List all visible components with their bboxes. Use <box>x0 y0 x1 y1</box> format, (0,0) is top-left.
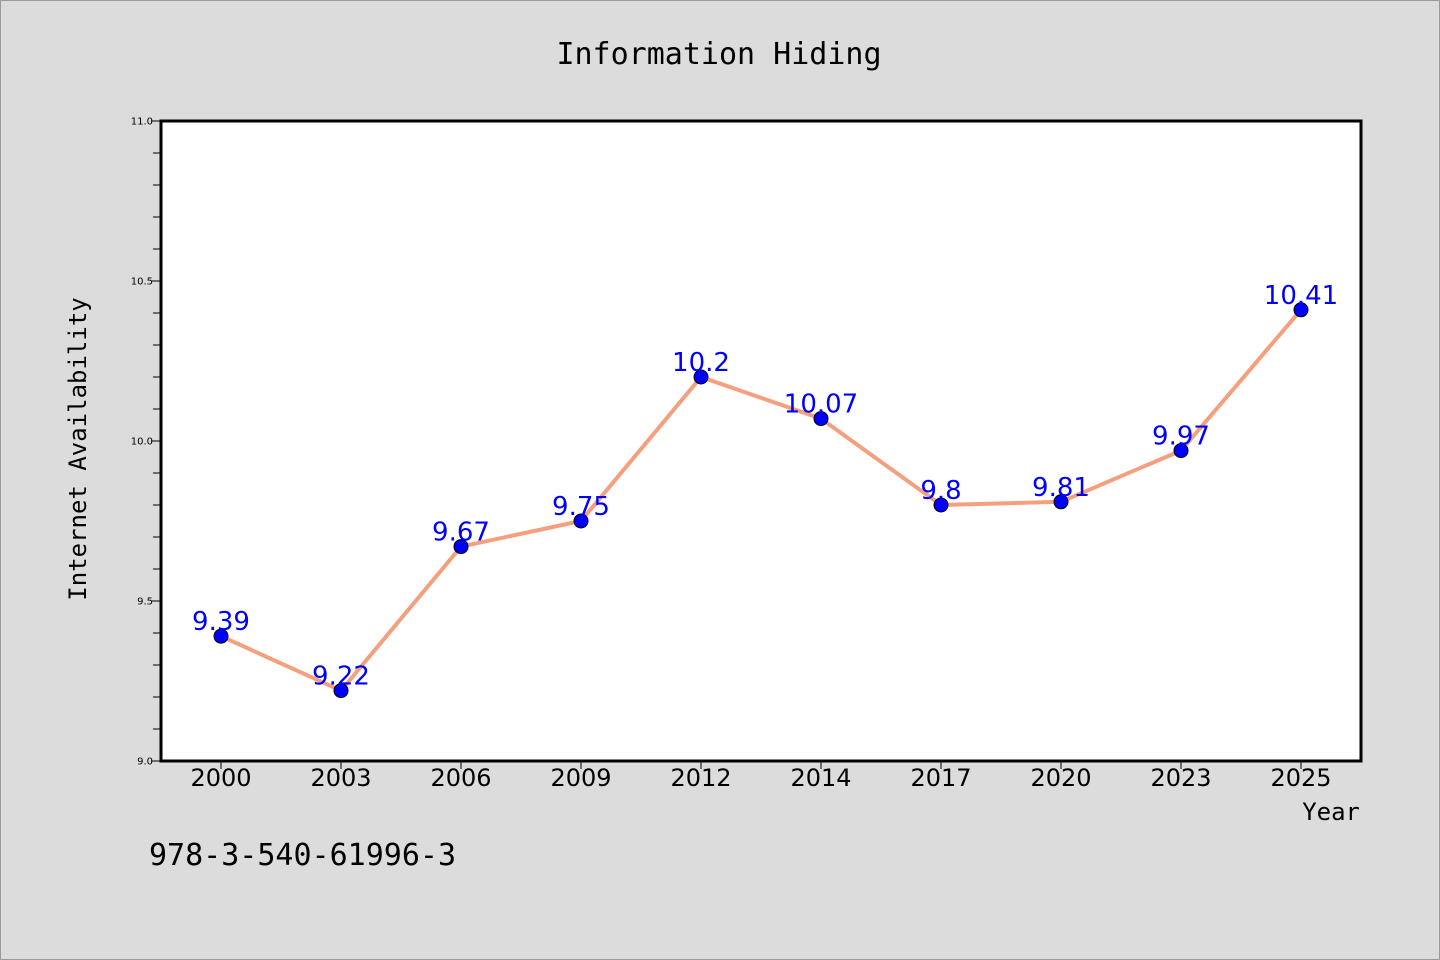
data-point <box>1293 302 1309 318</box>
data-point <box>213 628 229 644</box>
y-tick-label: 10.5 <box>131 277 153 288</box>
data-point <box>693 369 709 385</box>
x-tick-label: 2003 <box>310 764 371 792</box>
x-tick-label: 2023 <box>1150 764 1211 792</box>
data-label: 9.67 <box>432 518 490 548</box>
data-point <box>573 513 589 529</box>
x-tick-label: 2000 <box>190 764 251 792</box>
plot-frame <box>159 119 1363 763</box>
data-label: 9.81 <box>1032 473 1090 503</box>
y-tick-label: 11.0 <box>131 117 153 128</box>
data-label: 9.97 <box>1152 422 1210 452</box>
data-label: 9.75 <box>552 492 610 522</box>
data-label: 10.07 <box>784 390 858 420</box>
x-tick-label: 2017 <box>910 764 971 792</box>
data-point <box>333 683 349 699</box>
data-point <box>1173 443 1189 459</box>
series-group: 9.39 9.22 9.67 9.75 10.2 10.07 9.8 9.81 9.97 10.4… <box>192 281 1338 699</box>
data-label: 9.22 <box>312 662 370 692</box>
x-axis-ticks: 2000 2003 2006 2009 2012 2014 2017 2020 2023 2025 <box>190 761 1332 792</box>
data-point <box>1053 494 1069 510</box>
y-axis-label: Internet Availability <box>64 297 92 600</box>
y-tick-label: 9.0 <box>137 757 153 768</box>
x-tick-label: 2006 <box>430 764 491 792</box>
data-label: 9.39 <box>192 607 250 637</box>
plot-area <box>161 121 1361 761</box>
y-tick-label: 9.5 <box>137 597 153 608</box>
x-tick-label: 2009 <box>550 764 611 792</box>
x-tick-label: 2020 <box>1030 764 1091 792</box>
y-tick-label: 10.0 <box>131 437 153 448</box>
x-tick-label: 2012 <box>670 764 731 792</box>
data-point <box>933 497 949 513</box>
data-point <box>813 411 829 427</box>
x-tick-label: 2025 <box>1270 764 1331 792</box>
x-axis-label: Year <box>1302 798 1360 826</box>
data-label: 10.2 <box>672 348 730 378</box>
data-point <box>453 539 469 555</box>
y-axis-ticks: 9.0 9.5 10.0 10.5 11.0 <box>131 117 161 768</box>
x-tick-label: 2014 <box>790 764 851 792</box>
data-label: 9.8 <box>920 476 961 506</box>
isbn-note: 978-3-540-61996-3 <box>149 838 456 873</box>
series-line <box>219 307 1303 693</box>
chart-title: Information Hiding <box>556 37 881 72</box>
data-label: 10.41 <box>1264 281 1338 311</box>
